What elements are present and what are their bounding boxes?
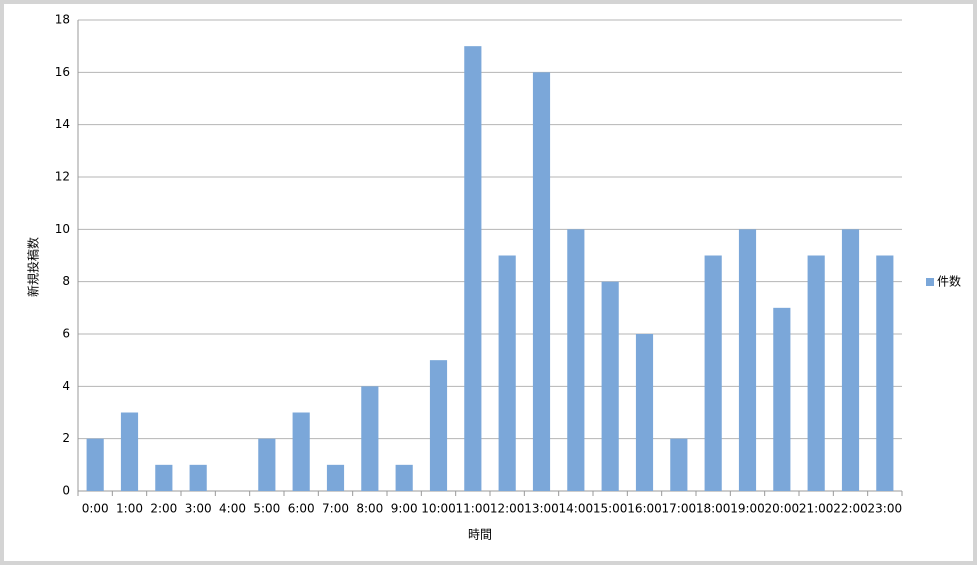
x-tick-label: 23:00: [868, 502, 903, 516]
y-tick-label: 14: [55, 117, 70, 131]
y-tick-label: 18: [55, 13, 70, 27]
x-tick-label: 8:00: [356, 502, 383, 516]
x-tick-label: 21:00: [799, 502, 834, 516]
bar: [876, 255, 894, 491]
bar: [155, 464, 173, 491]
x-tick-label: 10:00: [421, 502, 456, 516]
x-tick-label: 16:00: [627, 502, 662, 516]
bar: [738, 229, 757, 492]
x-tick-label: 13:00: [524, 502, 559, 516]
y-tick-label: 6: [62, 327, 70, 341]
bar: [532, 72, 551, 491]
x-tick-label: 6:00: [288, 502, 315, 516]
x-tick-label: 2:00: [150, 502, 177, 516]
y-tick-label: 0: [62, 484, 70, 498]
bar: [86, 438, 104, 491]
x-tick-label: 11:00: [456, 502, 491, 516]
y-tick-label: 10: [55, 222, 70, 236]
bar: [326, 464, 345, 491]
x-tick-label: 12:00: [490, 502, 525, 516]
y-axis-label: 新規投稿数: [26, 237, 41, 297]
chart: 時間 新規投稿数 0 2 4 6 8 10 12 14 16 18 0:00 1:00 2:00 3:00…: [26, 13, 962, 542]
bar: [498, 255, 516, 491]
bar: [189, 464, 207, 491]
x-tick-label: 20:00: [765, 502, 800, 516]
bar: [807, 255, 825, 491]
y-tick-label: 8: [62, 274, 70, 288]
legend-swatch: [926, 278, 934, 286]
x-tick-label: 18:00: [696, 502, 731, 516]
bar: [670, 438, 688, 491]
y-tick-label: 16: [55, 65, 70, 79]
y-tick-label: 12: [55, 170, 70, 184]
x-tick-label: 7:00: [322, 502, 349, 516]
bar: [841, 229, 860, 492]
x-tick-label: 14:00: [559, 502, 594, 516]
bar: [395, 464, 413, 491]
legend-label: 件数: [937, 274, 961, 289]
x-tick-label: 0:00: [82, 502, 109, 516]
x-tick-label: 3:00: [185, 502, 212, 516]
bar: [361, 386, 379, 491]
x-tick-label: 17:00: [662, 502, 697, 516]
x-tick-label: 15:00: [593, 502, 628, 516]
y-tick-label: 4: [62, 379, 70, 393]
x-tick-label: 4:00: [219, 502, 246, 516]
bar: [635, 334, 654, 491]
bar: [292, 412, 310, 491]
x-axis-label: 時間: [468, 528, 492, 542]
bar: [429, 360, 448, 491]
bar: [704, 255, 722, 491]
bar: [773, 307, 791, 491]
bar: [601, 281, 619, 491]
y-tick-label: 2: [62, 431, 70, 445]
x-tick-label: 19:00: [730, 502, 765, 516]
bar: [567, 229, 585, 492]
x-tick-label: 1:00: [116, 502, 143, 516]
bar: [120, 412, 139, 491]
x-tick-label: 22:00: [833, 502, 868, 516]
bar: [464, 46, 482, 492]
x-tick-label: 9:00: [391, 502, 418, 516]
bar: [258, 438, 276, 491]
x-tick-label: 5:00: [253, 502, 280, 516]
